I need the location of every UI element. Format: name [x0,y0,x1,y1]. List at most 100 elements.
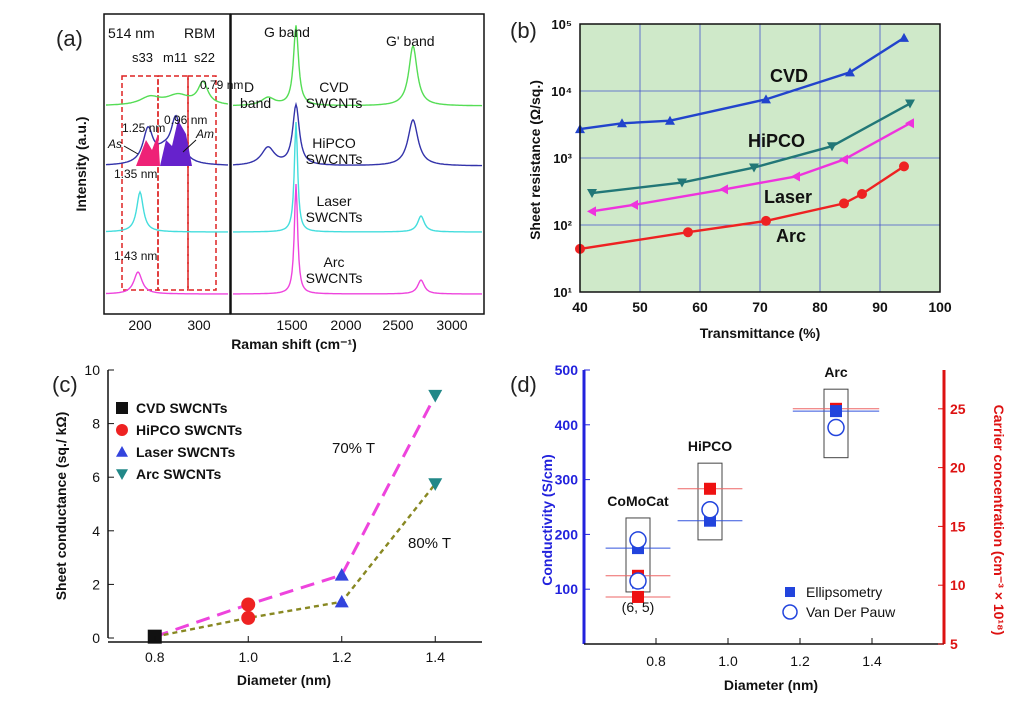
c-xlabel: Diameter (nm) [237,672,331,688]
b-point-2-1 [629,199,638,210]
c-ytick-6: 6 [92,469,100,485]
panel-b-tag: (b) [510,18,537,43]
c-ytick-0: 0 [92,630,100,646]
as-arrow [123,145,139,155]
series-label-laser-line1: Laser [316,193,351,209]
d-vdp-point-2 [827,418,845,437]
a-xtick-2500: 2500 [382,317,413,333]
am-arrow [182,139,197,153]
c-label-70T: 70% T [332,440,375,457]
d-group-box-1 [697,462,723,541]
am-area [160,120,192,166]
b-ytick-2: 10³ [553,151,572,166]
b-point-1-1 [677,178,687,188]
b-series-label-hipco: HiPCO [748,131,805,151]
c-legend-label-2: Laser SWCNTs [136,444,236,460]
b-xlabel: Transmittance (%) [700,325,821,341]
spectrum-left-2 [105,190,228,233]
b-point-1-4 [905,99,915,109]
b-xtick-70: 70 [752,299,768,315]
d-band-label-line1: D [244,79,254,95]
d-vdp-point-0 [629,531,647,549]
c-point-5 [428,389,443,403]
b-line-2 [591,122,911,213]
d-group-label-1: HiPCO [688,438,732,454]
raman-spectra [105,25,483,295]
panel-a-left-frame [103,13,231,315]
c-legend-marker-2 [116,446,128,457]
c-ylabel: Sheet conductance (sq./ kΩ) [53,412,69,601]
label-0-96nm: 0.96 nm [164,113,207,127]
series-label-hipco-line2: SWCNTs [306,151,363,167]
b-line-0 [579,36,905,131]
d-ytick-right-5: 5 [950,636,958,652]
label-am: Am [195,127,214,141]
b-ytick-3: 10⁴ [551,84,572,99]
panel-d-groups: CoMoCat (6, 5) HiPCO Arc [605,364,880,615]
d-ytick-right-10: 10 [950,577,966,593]
label-1-43nm: 1.43 nm [114,249,157,263]
panel-b-frame [579,23,941,293]
c-legend-marker-3 [116,469,128,480]
b-series-label-laser: Laser [764,187,812,207]
a-xtick-1500: 1500 [276,317,307,333]
c-point-6 [428,478,443,491]
b-point-2-2 [719,184,728,195]
d-group-label-2: Arc [824,364,848,380]
d-ytick-300: 300 [555,472,579,488]
a-xtick-200: 200 [128,317,152,333]
d-ytick-100: 100 [555,581,579,597]
d-xtick-1.0: 1.0 [718,653,738,669]
b-point-1-3 [827,142,837,152]
gp-band-label: G' band [386,33,435,49]
panel-c-points [147,389,443,644]
series-label-hipco-line1: HiPCO [312,135,356,151]
spectrum-left-0 [106,80,229,106]
series-label-arc-line1: Arc [324,254,345,270]
c-xtick-1.0: 1.0 [239,649,259,665]
b-point-0-2 [665,115,675,125]
panel-b-ticks: 40 50 60 70 80 90 100 10¹ 10² 10³ 10⁴ 10⁵ [551,17,952,315]
b-point-0-3 [761,94,771,104]
panel-c-tag: (c) [52,372,78,397]
d-ylabel-left: Conductivity (S/cm) [539,454,555,585]
label-1-25nm: 1.25 nm [122,121,165,135]
c-label-70T-text: 70% T [332,440,375,457]
c-xtick-1.2: 1.2 [332,649,352,665]
a-xtick-300: 300 [187,317,211,333]
b-point-3-4 [857,189,867,200]
panel-d-axes: 0.8 1.0 1.2 1.4 100 200 300 400 500 5 10 15 20 25 [555,362,966,669]
label-as: As [107,137,122,151]
c-ytick-4: 4 [92,523,100,539]
b-xtick-80: 80 [812,299,828,315]
b-series-label-cvd: CVD [770,66,808,86]
c-legend-marker-0 [116,402,128,414]
b-xtick-50: 50 [632,299,648,315]
b-point-2-4 [839,154,848,165]
s22-region-box [187,75,217,291]
panel-d-tag: (d) [510,372,537,397]
c-xtick-1.4: 1.4 [426,649,446,665]
wavelength-label: 514 nm [108,25,155,41]
d-ytick-right-20: 20 [950,460,966,476]
b-xtick-100: 100 [928,299,952,315]
c-legend-label-3: Arc SWCNTs [136,466,222,482]
b-xtick-90: 90 [872,299,888,315]
c-line-0 [154,394,437,639]
label-0-79nm: 0.79 nm [200,78,243,92]
b-ytick-4: 10⁵ [551,17,572,32]
d-ellipsometry-point-2 [830,405,842,418]
c-ytick-10: 10 [84,362,100,378]
panel-a: (a) 514 nm RBM s33 m11 s22 G band G' ban… [56,13,485,352]
series-label-arc-line2: SWCNTs [306,270,363,286]
d-ytick-400: 400 [555,417,579,433]
a-ylabel: Intensity (a.u.) [73,117,89,212]
c-ytick-8: 8 [92,416,100,432]
c-xtick-0.8: 0.8 [145,649,165,665]
b-point-3-3 [839,198,849,209]
b-point-1-0 [587,189,597,199]
c-legend-label-1: HiPCO SWCNTs [136,422,243,438]
c-ytick-2: 2 [92,576,100,592]
d-legend-label-0: Ellipsometry [806,584,882,600]
